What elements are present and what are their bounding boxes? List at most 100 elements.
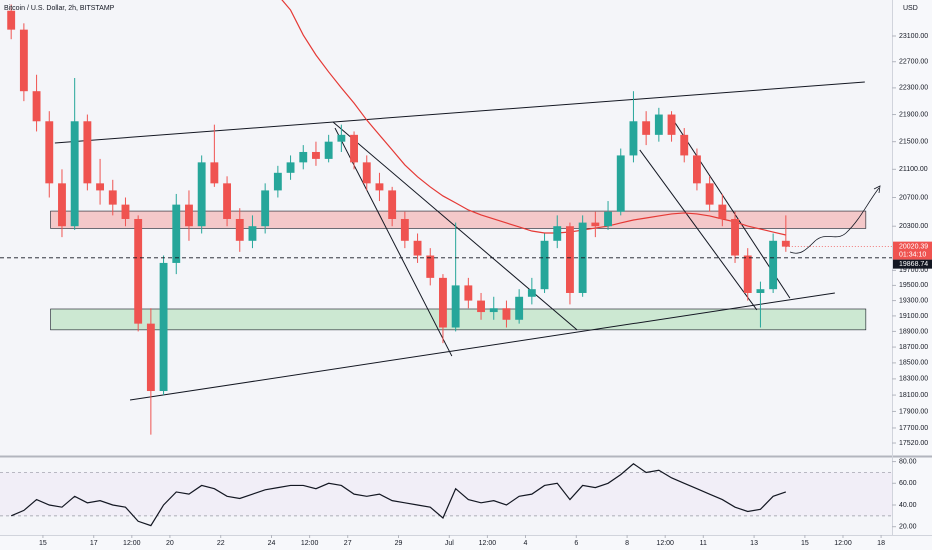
indicator-y-tick-label: 80.00 [899,458,917,465]
trend-line [129,292,835,401]
candle-body [375,183,384,191]
projection-arrow [873,185,881,194]
candle-body [108,190,117,205]
y-tick-label: 19300.00 [899,297,928,304]
candle-body [58,183,66,227]
candle-body [83,121,92,184]
x-tick-label: 11 [700,540,707,547]
candle-body [134,218,143,324]
candle-body [70,121,79,227]
indicator-plot [0,462,892,527]
y-tick-label: 17900.00 [899,408,928,415]
y-tick-label: 18500.00 [899,360,928,367]
candle-body [337,134,346,142]
indicator-y-tick-label: 20.00 [899,524,917,531]
candle-body [540,240,549,290]
candle-body [312,151,320,159]
candle-body [45,121,54,184]
y-tick-label: 18700.00 [899,344,928,351]
candle-body [616,155,625,212]
x-tick-label: 12:00 [834,540,852,547]
candle-body [769,240,778,290]
candle-body [515,296,524,320]
candle-body [642,121,651,135]
candle-body [273,172,282,191]
indicator-band [0,472,892,516]
y-tick-label: 21100.00 [899,166,928,173]
candle-body [705,183,714,205]
candle-body [19,29,28,92]
candle-body [185,204,193,227]
candle-body [680,134,689,156]
candle-body [210,162,219,184]
candle-body [324,141,333,159]
candle-body [7,10,16,30]
projection-path [789,187,880,254]
candle-body [159,262,168,392]
trend-line [639,149,758,311]
x-tick-label: 6 [574,540,578,547]
candle-body [553,226,562,241]
y-tick-label: 22300.00 [899,85,928,92]
last-price-box [893,241,932,260]
x-tick-label: 15 [39,540,47,547]
candle-body [566,226,574,293]
y-tick-label: 19100.00 [899,313,928,320]
candle-body [146,323,155,392]
candle-body [172,204,181,263]
marker-price-label: 19868.74 [899,261,928,268]
y-tick-label: 18100.00 [899,392,928,399]
y-tick-label: 21500.00 [899,139,928,146]
candle-body [591,222,600,227]
y-tick-label: 22700.00 [899,59,928,66]
candle-body [197,162,206,227]
trend-line [332,121,578,331]
y-axis-label: USD [903,5,918,12]
candle-body [121,204,130,219]
trend-line [54,81,865,144]
y-tick-label: 19700.00 [899,267,928,274]
candle-body [667,114,676,135]
x-tick-label: 12:00 [656,540,674,547]
x-tick-label: 24 [268,540,276,547]
candle-body [527,289,536,297]
candle-body [629,121,638,156]
moving-average [281,0,786,236]
y-tick-label: 18300.00 [899,376,928,383]
candle-body [223,183,232,219]
marker-price-box [893,259,932,269]
y-tick-label: 17520.00 [899,440,928,447]
candle-body [464,285,473,301]
x-tick-label: 18 [877,540,885,547]
x-tick-label: 8 [625,540,629,547]
candle-body [489,308,498,313]
x-tick-label: 17 [90,540,98,547]
candle-body [426,255,435,278]
x-tick-label: 12:00 [301,540,319,547]
candle-body [413,240,422,256]
candle-body [286,162,295,173]
candle-body [235,218,244,241]
candle-body [477,300,485,313]
x-tick-label: 4 [524,540,528,547]
candle-body [451,285,460,328]
candle-body [604,211,612,227]
candle-body [731,218,739,256]
y-tick-label: 21900.00 [899,111,928,118]
x-tick-label: 12:00 [123,540,141,547]
y-tick-label: 20700.00 [899,194,928,201]
y-tick-label: 23100.00 [899,33,928,40]
y-tick-label: 18900.00 [899,328,928,335]
x-tick-label: 13 [750,540,758,547]
x-tick-label: 29 [395,540,403,547]
x-tick-label: Jul [445,540,454,547]
x-tick-label: 15 [801,540,809,547]
y-tick-label: 17700.00 [899,425,928,432]
countdown-label: 01:34:10 [899,251,926,258]
x-tick-label: 27 [344,540,352,547]
last-price-label: 20020.39 [899,243,928,250]
plot-layer [0,0,892,527]
x-tick-label: 12:00 [479,540,497,547]
